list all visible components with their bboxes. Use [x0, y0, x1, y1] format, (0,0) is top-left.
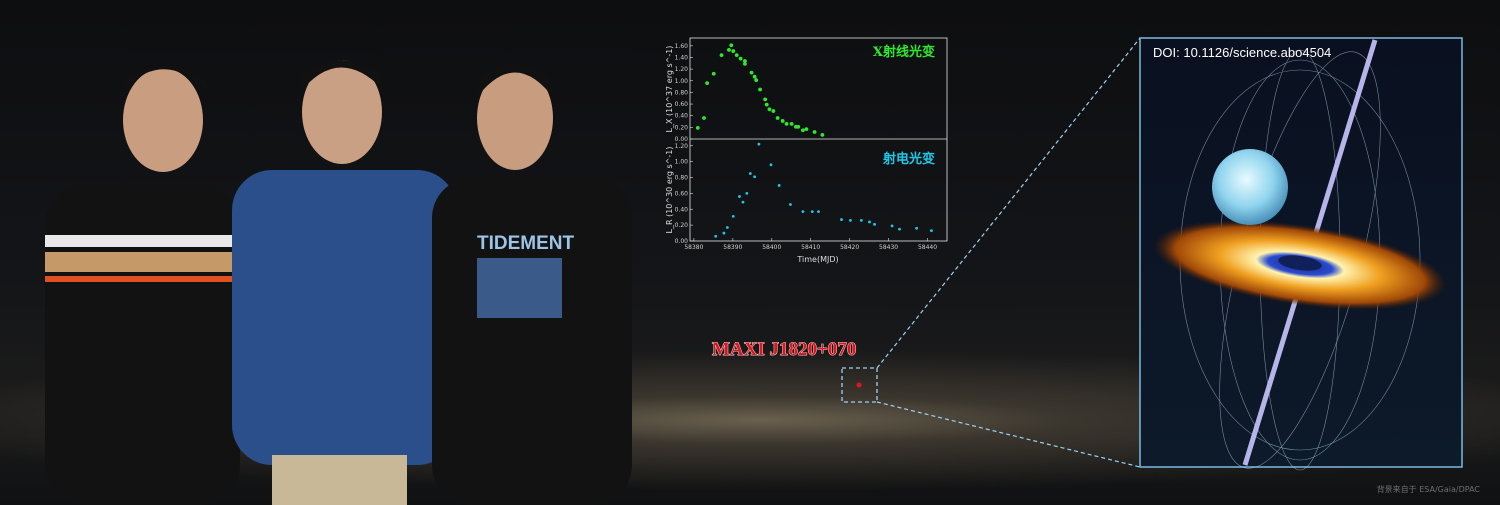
xray-panel-title: X射线光变	[873, 44, 935, 60]
radio-point	[890, 224, 894, 228]
radio-point	[810, 210, 814, 214]
radio-point	[753, 175, 757, 179]
y-tick-label: 0.80	[675, 175, 689, 182]
xray-point	[763, 97, 768, 102]
y-tick-label: 0.40	[675, 113, 689, 120]
y-tick-label: 0.60	[675, 101, 689, 108]
y-tick-label: 0.60	[675, 190, 689, 197]
chart-frame	[689, 37, 948, 242]
y-tick-label: 1.60	[675, 43, 689, 50]
radio-point	[745, 191, 749, 195]
x-tick-label: 58420	[840, 244, 859, 251]
y-tick-label: 1.00	[675, 78, 689, 85]
y-tick-label: 0.40	[675, 206, 689, 213]
xray-point	[743, 59, 747, 63]
y-tick-label: 1.40	[675, 54, 689, 61]
x-tick-label: 58400	[762, 244, 781, 251]
xray-point	[749, 70, 754, 75]
radio-point	[741, 200, 745, 204]
xray-point	[796, 124, 801, 129]
radio-y-label: L_R (10^30 erg s^-1)	[665, 147, 674, 234]
xray-point	[731, 49, 736, 53]
radio-point	[859, 218, 863, 222]
x-tick-label: 58410	[801, 244, 820, 251]
xray-point	[738, 56, 743, 61]
radio-panel-title: 射电光变	[882, 151, 935, 167]
image-credit: 背景来自于 ESA/Gaia/DPAC	[1377, 484, 1481, 494]
radio-point	[930, 229, 933, 233]
callout-line-top	[876, 37, 1141, 369]
xray-point	[727, 48, 731, 52]
person-right: TIDEMENT	[432, 64, 632, 505]
radio-point	[868, 220, 871, 224]
xray-point	[780, 119, 785, 123]
companion-star	[1212, 149, 1288, 225]
y-tick-label: 0.00	[675, 136, 689, 143]
radio-point	[769, 163, 773, 167]
xray-point	[775, 116, 780, 120]
radio-point	[849, 218, 852, 222]
xray-point	[812, 130, 817, 134]
y-tick-label: 0.00	[675, 238, 689, 245]
shirt-text: TIDEMENT	[477, 233, 575, 254]
x-tick-label: 58380	[684, 244, 703, 251]
xray-point	[801, 128, 805, 133]
target-marker	[856, 382, 862, 388]
xray-point	[820, 133, 825, 137]
target-label: MAXI J1820+070	[712, 339, 856, 360]
xray-point	[767, 107, 772, 112]
radio-point	[722, 231, 726, 235]
x-tick-label: 58430	[879, 244, 898, 251]
xray-point	[743, 61, 747, 66]
x-tick-label: 58390	[723, 244, 742, 251]
person-middle	[232, 60, 457, 505]
black-hole-illustration: DOI: 10.1126/science.abo4504	[1139, 37, 1463, 471]
target-box	[841, 367, 878, 403]
xray-point	[771, 109, 776, 113]
y-tick-label: 1.00	[675, 159, 689, 166]
radio-point	[898, 227, 901, 231]
xray-y-label: L_X (10^37 erg s^-1)	[665, 46, 674, 133]
xray-point	[804, 127, 809, 131]
doi-text: DOI: 10.1126/science.abo4504	[1153, 45, 1331, 60]
radio-point	[757, 142, 761, 146]
xray-point	[702, 116, 706, 120]
radio-point	[915, 226, 919, 230]
radio-point	[873, 222, 876, 226]
xray-point	[695, 126, 700, 130]
xray-point	[764, 102, 769, 107]
x-axis-label: Time(MJD)	[796, 255, 838, 264]
y-tick-label: 0.20	[675, 222, 689, 229]
light-curve-chart: X射线光变 射电光变 L_X (10^37 erg s^-1) L_R (10^…	[665, 37, 948, 264]
xray-point	[705, 81, 710, 85]
radio-point	[738, 195, 741, 198]
xray-point	[729, 43, 734, 48]
radio-point	[817, 210, 820, 214]
xray-point	[734, 53, 739, 58]
y-tick-label: 1.20	[675, 143, 689, 150]
radio-point	[725, 226, 729, 229]
radio-point	[714, 234, 718, 238]
radio-point	[731, 214, 735, 218]
xray-point	[789, 121, 794, 126]
y-tick-label: 1.20	[675, 66, 689, 73]
xray-point	[719, 53, 724, 58]
y-tick-label: 0.20	[675, 124, 689, 131]
radio-point	[748, 172, 752, 175]
radio-point	[789, 203, 792, 206]
person-left	[45, 65, 240, 505]
callout-line-bottom	[876, 401, 1141, 468]
x-tick-label: 58440	[918, 244, 937, 251]
xray-point	[711, 71, 716, 76]
xray-point	[758, 87, 762, 92]
xray-point	[784, 121, 789, 126]
xray-point	[754, 78, 759, 83]
radio-point	[840, 218, 843, 221]
radio-point	[801, 210, 805, 214]
y-tick-label: 0.80	[675, 89, 689, 96]
radio-point	[777, 184, 781, 187]
xray-point	[752, 74, 757, 79]
